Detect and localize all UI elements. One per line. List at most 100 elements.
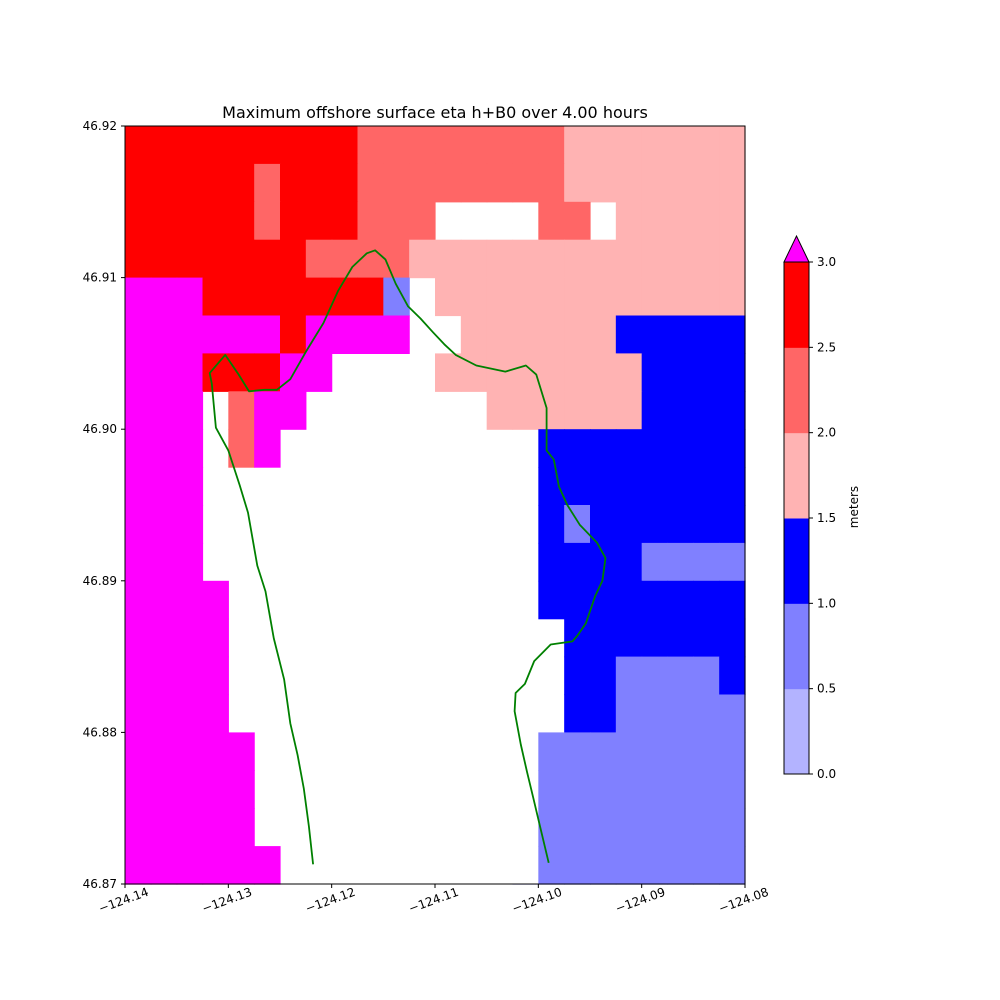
heatmap-cell — [512, 315, 539, 354]
heatmap-cell — [719, 277, 746, 317]
heatmap-cell — [150, 694, 178, 733]
heatmap-cell — [538, 353, 565, 392]
heatmap-cell — [719, 505, 746, 544]
heatmap-cell — [228, 126, 255, 165]
colorbar-swatch — [784, 518, 809, 604]
heatmap-cell — [486, 239, 514, 279]
heatmap-cell — [280, 315, 307, 354]
heatmap-cell — [693, 391, 720, 430]
heatmap-cell — [254, 353, 281, 392]
heatmap-cell — [125, 239, 152, 279]
heatmap-cell — [667, 618, 694, 658]
heatmap-cell — [202, 846, 229, 885]
heatmap-cell — [693, 467, 720, 506]
heatmap-cell — [357, 163, 384, 203]
heatmap-cell — [615, 201, 643, 241]
heatmap-cell — [176, 391, 204, 430]
heatmap-cell — [125, 542, 152, 582]
heatmap-cell — [357, 126, 384, 165]
heatmap-cell — [615, 770, 643, 809]
heatmap-cell — [486, 163, 514, 203]
y-tick-label: 46.88 — [83, 725, 117, 739]
heatmap-cell — [460, 239, 488, 279]
heatmap-cell — [615, 656, 643, 696]
heatmap-cell — [590, 277, 617, 317]
heatmap-cell — [150, 201, 178, 241]
heatmap-cell — [641, 201, 669, 241]
heatmap-cell — [228, 770, 255, 809]
heatmap-cell — [641, 467, 669, 506]
heatmap-cell — [641, 808, 669, 847]
heatmap-cell — [615, 846, 643, 885]
heatmap-cell — [150, 391, 178, 430]
heatmap-cell — [280, 239, 307, 279]
heatmap-cell — [538, 542, 565, 582]
heatmap-cell — [176, 353, 204, 392]
heatmap-cell — [176, 429, 204, 468]
heatmap-cell — [693, 656, 720, 696]
heatmap-cell — [719, 353, 746, 392]
heatmap-cell — [538, 467, 565, 506]
colorbar-tick-label: 0.5 — [817, 682, 836, 696]
heatmap-cell — [150, 505, 178, 544]
heatmap-cell — [150, 277, 178, 317]
heatmap-cell — [615, 505, 643, 544]
heatmap-cell — [254, 846, 281, 885]
y-tick-label: 46.87 — [83, 877, 117, 891]
heatmap-cell — [641, 505, 669, 544]
heatmap-cell — [590, 353, 617, 392]
heatmap-cell — [202, 732, 229, 771]
heatmap-cell — [383, 239, 410, 279]
heatmap-cell — [331, 201, 359, 241]
heatmap-cell — [512, 163, 539, 203]
heatmap-cell — [641, 770, 669, 809]
heatmap-cell — [460, 277, 488, 317]
heatmap-cell — [564, 656, 591, 696]
heatmap-cell — [125, 315, 152, 354]
heatmap-cell — [460, 315, 488, 354]
heatmap-cell — [719, 163, 746, 203]
heatmap-cell — [254, 239, 281, 279]
heatmap-cell — [125, 846, 152, 885]
colorbar — [783, 234, 810, 775]
y-tick-label: 46.89 — [83, 574, 117, 588]
heatmap-cell — [125, 770, 152, 809]
heatmap-cell — [228, 201, 255, 241]
heatmap-cell — [615, 467, 643, 506]
heatmap-cell — [615, 580, 643, 620]
heatmap-cell — [590, 391, 617, 430]
heatmap-cell — [202, 580, 229, 620]
heatmap-cell — [202, 277, 229, 317]
heatmap-cell — [719, 732, 746, 771]
heatmap-cell — [409, 239, 436, 279]
colorbar-ticks: 0.0 0.5 1.0 1.5 2.0 2.5 3.0 — [809, 255, 836, 781]
heatmap-cell — [280, 201, 307, 241]
heatmap-cell — [641, 315, 669, 354]
heatmap-cell — [125, 201, 152, 241]
heatmap-cell — [254, 277, 281, 317]
heatmap-cell — [693, 694, 720, 733]
heatmap-cell — [538, 580, 565, 620]
heatmap-cell — [693, 732, 720, 771]
heatmap-cell — [176, 808, 204, 847]
heatmap-cell — [564, 391, 591, 430]
heatmap-cell — [125, 163, 152, 203]
heatmap-cell — [202, 239, 229, 279]
heatmap-cell — [435, 163, 462, 203]
heatmap-cell — [280, 126, 307, 165]
heatmap-cell — [615, 732, 643, 771]
heatmap-cell — [228, 732, 255, 771]
heatmap-cell — [254, 429, 281, 468]
heatmap-cell — [125, 505, 152, 544]
heatmap-cell — [564, 429, 591, 468]
heatmap-cell — [667, 808, 694, 847]
heatmap-cell — [693, 505, 720, 544]
heatmap-cell — [383, 315, 410, 354]
heatmap-cell — [641, 618, 669, 658]
heatmap-cell — [357, 277, 384, 317]
heatmap-cell — [667, 126, 694, 165]
heatmap-cell — [280, 163, 307, 203]
heatmap-cell — [615, 239, 643, 279]
heatmap-cell — [641, 163, 669, 203]
